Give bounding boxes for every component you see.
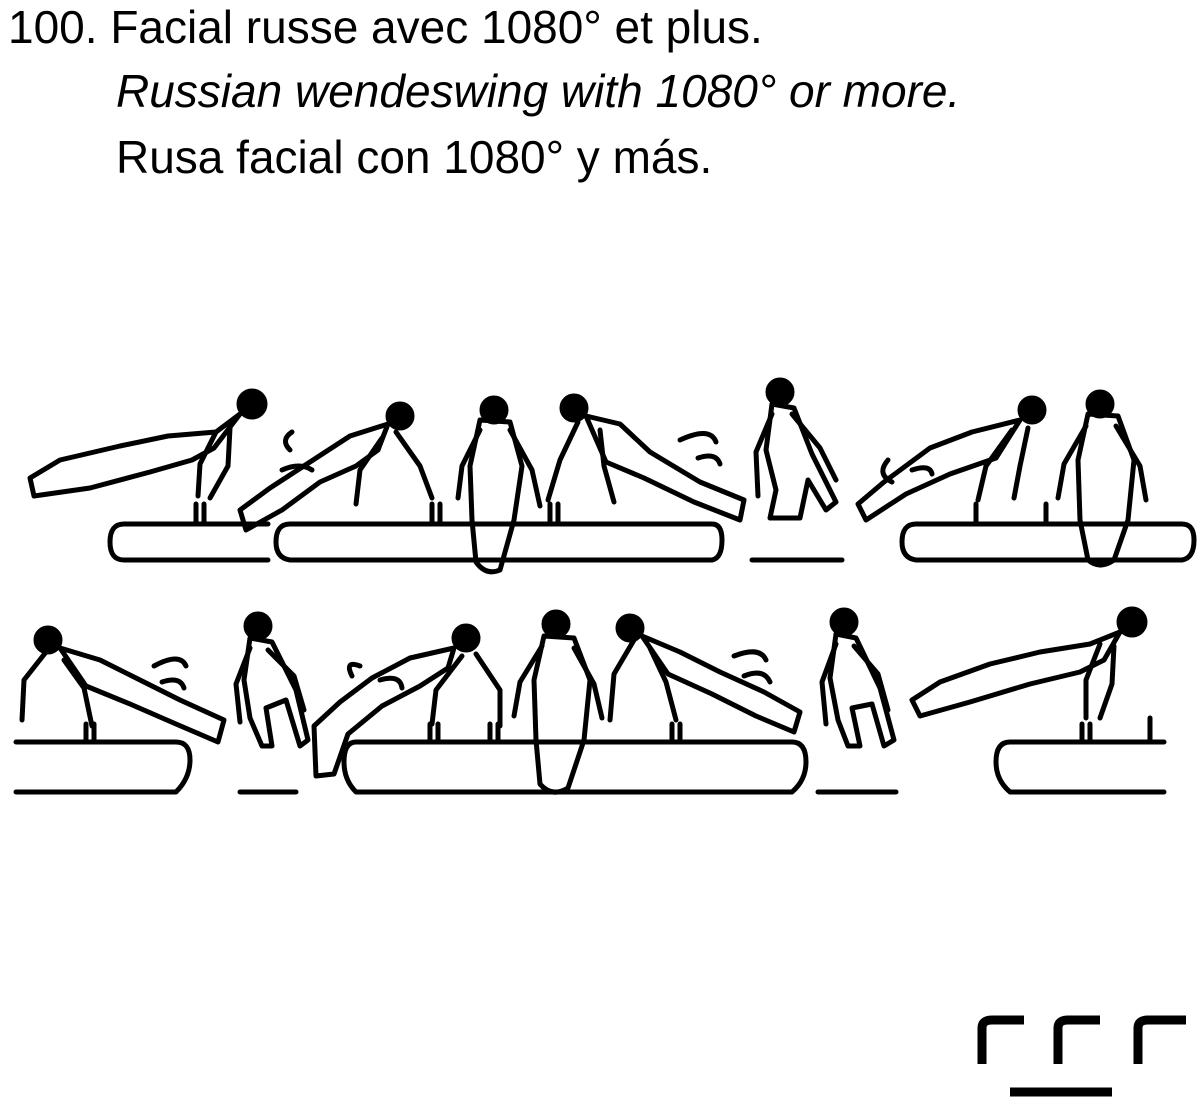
gymnast-figure [855,395,1047,523]
gymnast-figure [511,609,605,795]
pommel-horse [899,521,1197,563]
pommel [487,721,501,745]
gymnast-figure [311,623,503,779]
pommel [429,501,443,527]
gymnast-figure [233,611,311,749]
gymnast-figure [545,393,747,523]
french-name: Facial russe avec 1080° et plus. [110,1,763,53]
pommel [427,721,441,745]
element-symbol [977,1015,1186,1097]
gymnast-figure [607,613,803,735]
pommel [973,501,1049,527]
pommel-horse [993,739,1167,795]
pommel-horse [341,739,809,795]
title-spanish: Rusa facial con 1080° y más. [116,131,713,183]
gymnast-figure [753,377,839,521]
element-number: 100. [8,1,98,53]
gymnast-figure [455,395,543,575]
gymnast-figure [27,388,268,501]
turn-mark [977,1015,1024,1064]
pommel [547,501,561,527]
gymnast-figure [19,625,227,745]
pommel [669,721,683,745]
turn-mark [1053,1015,1100,1064]
pommel-horse [13,739,193,795]
pommel-horse-sequence-drawing [13,377,1197,795]
row-2 [13,606,1167,795]
pommel-horse [273,521,725,563]
turn-mark [1133,1015,1186,1064]
row-1 [27,377,1197,575]
title-french: 100. Facial russe avec 1080° et plus. [8,0,763,54]
pommel [1079,715,1153,745]
pommel [193,501,207,527]
title-english: Russian wendeswing with 1080° or more. [116,65,961,117]
gymnast-figure [1055,389,1149,568]
gymnast-figure [909,606,1148,721]
gymnast-figure [237,401,435,533]
gymnast-figure [819,607,897,749]
